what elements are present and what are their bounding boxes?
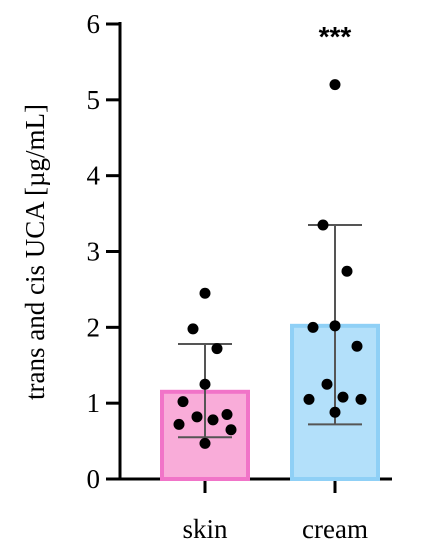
- y-tick-label-5: 5: [87, 85, 101, 115]
- data-point-skin-10: [199, 437, 211, 449]
- y-tick-label-6: 6: [87, 9, 101, 39]
- data-point-cream-4: [307, 321, 319, 333]
- data-point-cream-6: [321, 378, 333, 390]
- data-point-skin-1: [187, 323, 199, 335]
- data-point-cream-7: [337, 391, 349, 403]
- data-point-cream-1: [317, 219, 329, 231]
- x-tick-label-cream: cream: [302, 514, 368, 544]
- data-point-cream-5: [351, 340, 363, 352]
- data-points-group: [173, 79, 367, 449]
- x-axis: skin cream: [119, 477, 392, 544]
- annotations-group: ***: [319, 21, 352, 52]
- data-point-skin-8: [173, 418, 185, 430]
- data-point-cream-2: [341, 265, 353, 277]
- y-tick-label-1: 1: [87, 388, 101, 418]
- y-axis-title: trans and cis UCA [µg/mL]: [20, 104, 50, 400]
- y-tick-label-0: 0: [87, 464, 101, 494]
- data-point-skin-6: [191, 411, 203, 423]
- y-axis: 0 1 2 3 4 5 6: [87, 9, 122, 494]
- data-point-skin-7: [207, 414, 219, 426]
- x-tick-label-skin: skin: [182, 514, 228, 544]
- data-point-cream-0: [329, 79, 341, 91]
- data-point-cream-3: [329, 320, 341, 332]
- bars-group: [160, 323, 380, 482]
- data-point-skin-4: [177, 396, 189, 408]
- data-point-cream-8: [303, 393, 315, 405]
- data-point-cream-9: [355, 393, 367, 405]
- y-tick-label-3: 3: [87, 237, 101, 267]
- data-point-skin-5: [221, 409, 233, 421]
- significance-annotation-cream: ***: [319, 21, 352, 52]
- data-point-skin-3: [199, 378, 211, 390]
- data-point-cream-10: [329, 406, 341, 418]
- error-bar-skin: [178, 343, 232, 439]
- data-point-skin-9: [225, 424, 237, 436]
- y-tick-label-2: 2: [87, 312, 101, 342]
- data-point-skin-0: [199, 287, 211, 299]
- data-point-skin-2: [211, 343, 223, 355]
- y-tick-label-4: 4: [87, 161, 101, 191]
